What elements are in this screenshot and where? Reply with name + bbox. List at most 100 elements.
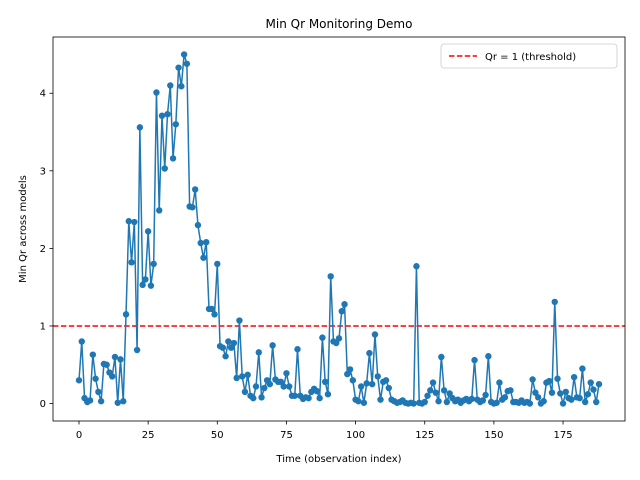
point — [562, 388, 570, 396]
point — [321, 378, 329, 386]
point — [75, 377, 83, 384]
point — [131, 218, 138, 226]
point — [338, 308, 345, 315]
point — [78, 338, 85, 345]
point — [172, 121, 180, 128]
point — [579, 365, 586, 372]
point — [255, 349, 262, 356]
point — [128, 259, 135, 266]
point — [529, 376, 536, 383]
point — [335, 335, 343, 342]
point — [136, 124, 144, 131]
point — [482, 391, 489, 399]
point — [440, 387, 448, 394]
point — [238, 373, 246, 380]
point — [139, 281, 146, 289]
point — [493, 399, 500, 406]
x-tick-label: 175 — [553, 430, 572, 441]
point — [360, 399, 368, 406]
point — [294, 346, 301, 353]
point — [532, 389, 539, 396]
point — [150, 260, 157, 268]
point — [468, 395, 475, 403]
point — [581, 398, 589, 406]
point — [590, 386, 597, 393]
point — [153, 89, 160, 96]
point — [175, 64, 182, 71]
point — [194, 221, 202, 229]
point — [241, 388, 249, 396]
point — [479, 397, 487, 404]
point — [371, 331, 379, 338]
point — [233, 374, 240, 382]
point — [568, 396, 575, 403]
x-tick-label: 50 — [211, 430, 224, 441]
point — [385, 384, 392, 392]
point — [496, 379, 503, 386]
point — [236, 317, 243, 324]
chart-title: Min Qr Monitoring Demo — [266, 17, 413, 31]
point — [167, 82, 174, 89]
point — [593, 398, 600, 406]
point — [283, 370, 290, 377]
point — [501, 394, 509, 401]
point — [324, 391, 332, 398]
point — [377, 396, 384, 403]
point — [117, 356, 124, 363]
point — [424, 392, 431, 399]
point — [189, 204, 196, 211]
point — [178, 83, 185, 90]
x-tick-label: 125 — [415, 430, 434, 441]
y-tick-label: 2 — [40, 244, 46, 255]
point — [382, 377, 390, 384]
point — [349, 377, 357, 384]
point — [540, 398, 547, 405]
point — [557, 390, 564, 397]
point — [559, 400, 567, 407]
point — [280, 383, 287, 390]
point — [363, 380, 370, 387]
point — [427, 387, 434, 394]
point — [277, 378, 285, 386]
point — [230, 339, 238, 347]
point — [548, 389, 556, 396]
point — [225, 338, 232, 345]
y-tick-label: 0 — [40, 399, 46, 410]
point — [576, 394, 583, 402]
y-axis-label: Min Qr across models — [18, 175, 29, 283]
point — [219, 344, 227, 351]
y-tick-label: 4 — [40, 89, 46, 100]
point — [305, 394, 312, 402]
point — [286, 383, 293, 390]
point — [114, 399, 121, 406]
point — [95, 388, 102, 396]
point — [485, 353, 492, 360]
point — [261, 384, 268, 392]
point — [214, 260, 221, 268]
point — [211, 311, 218, 318]
point — [244, 371, 251, 379]
point — [133, 346, 141, 354]
point — [269, 342, 276, 349]
point — [250, 394, 257, 402]
point — [266, 380, 274, 388]
point — [111, 353, 119, 361]
point — [341, 301, 348, 308]
point — [313, 387, 321, 395]
point — [526, 400, 534, 407]
point — [435, 398, 442, 405]
point — [108, 373, 116, 380]
point — [584, 391, 592, 398]
point — [319, 334, 326, 341]
point — [413, 263, 420, 270]
point — [534, 394, 542, 401]
point — [429, 379, 437, 386]
point — [595, 380, 603, 388]
point — [554, 375, 561, 382]
point — [200, 254, 207, 261]
point — [333, 339, 340, 347]
point — [122, 311, 130, 318]
point — [125, 218, 132, 225]
point — [546, 377, 553, 385]
